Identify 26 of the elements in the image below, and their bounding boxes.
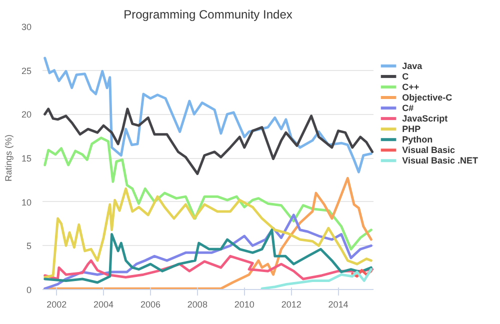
legend-label: Visual Basic .NET: [402, 156, 478, 166]
y-tick-label: 20: [21, 110, 32, 120]
x-tick-label: 2008: [187, 300, 208, 310]
y-tick-label: 30: [21, 22, 32, 32]
legend-label: Java: [402, 60, 424, 71]
legend-label: Python: [402, 134, 433, 145]
legend-label: Visual Basic: [402, 145, 455, 156]
chart-title: Programming Community Index: [124, 8, 292, 22]
y-tick-label: 15: [21, 154, 32, 164]
legend-label: PHP: [402, 124, 421, 134]
x-tick-label: 2006: [140, 300, 161, 310]
x-tick-label: 2002: [46, 300, 67, 310]
y-tick-label: 10: [21, 197, 32, 208]
y-tick-label: 5: [26, 241, 32, 252]
x-tick-label: 2010: [234, 300, 254, 310]
legend-label: JavaScript: [402, 114, 448, 124]
x-tick-label: 2012: [281, 300, 302, 310]
legend-label: C: [402, 71, 410, 82]
y-axis-title: Ratings (%): [3, 134, 14, 182]
legend-label: C#: [402, 103, 414, 114]
x-tick-label: 2004: [94, 300, 114, 310]
legend-label: C++: [402, 82, 420, 92]
y-tick-label: 25: [21, 66, 32, 76]
legend-label: Objective-C: [402, 92, 453, 103]
y-tick-label: 0: [26, 285, 32, 295]
x-tick-label: 2014: [328, 300, 348, 310]
